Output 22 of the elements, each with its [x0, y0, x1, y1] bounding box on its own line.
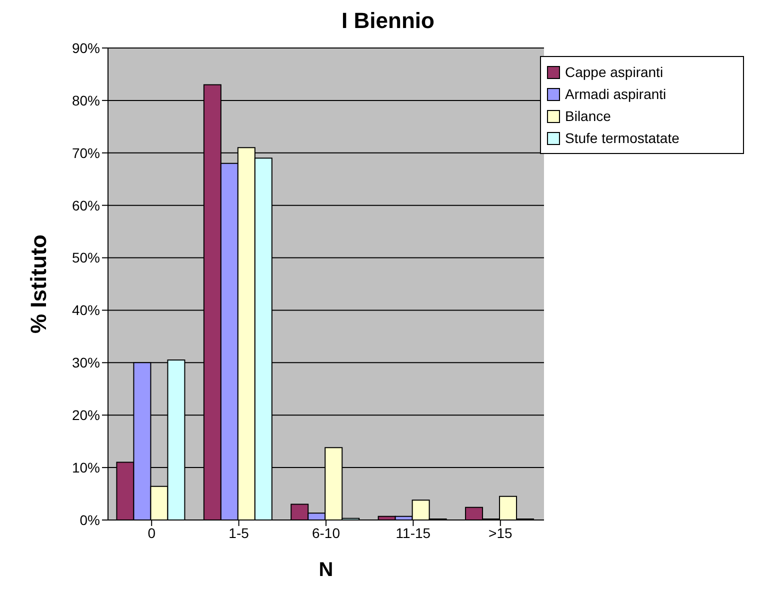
- x-axis-title: N: [318, 559, 334, 581]
- y-tick-label: 60%: [72, 197, 100, 214]
- legend-label: Stufe termostatate: [565, 130, 680, 146]
- legend-label: Armadi aspiranti: [565, 86, 666, 102]
- x-tick-label: 0: [148, 524, 156, 541]
- y-tick-label: 40%: [72, 302, 100, 318]
- y-tick-label: 20%: [72, 407, 100, 424]
- y-tick-label: 50%: [72, 250, 100, 266]
- x-tick-label: >15: [488, 524, 512, 541]
- y-tick-label: 30%: [72, 354, 100, 371]
- y-tick-label: 80%: [72, 92, 100, 108]
- y-tick-label: 10%: [72, 460, 100, 476]
- y-axis-title: % Istituto: [26, 234, 51, 334]
- y-tick-label: 90%: [72, 40, 100, 56]
- legend-label: Bilance: [565, 108, 611, 124]
- x-tick-label: 11-15: [396, 524, 431, 541]
- x-tick-label: 6-10: [312, 524, 340, 541]
- legend-label: Cappe aspiranti: [565, 64, 664, 80]
- y-tick-label: 0%: [80, 512, 100, 528]
- x-tick-label: 1-5: [228, 524, 250, 541]
- y-tick-label: 70%: [72, 144, 100, 161]
- chart-title: I Biennio: [340, 8, 436, 34]
